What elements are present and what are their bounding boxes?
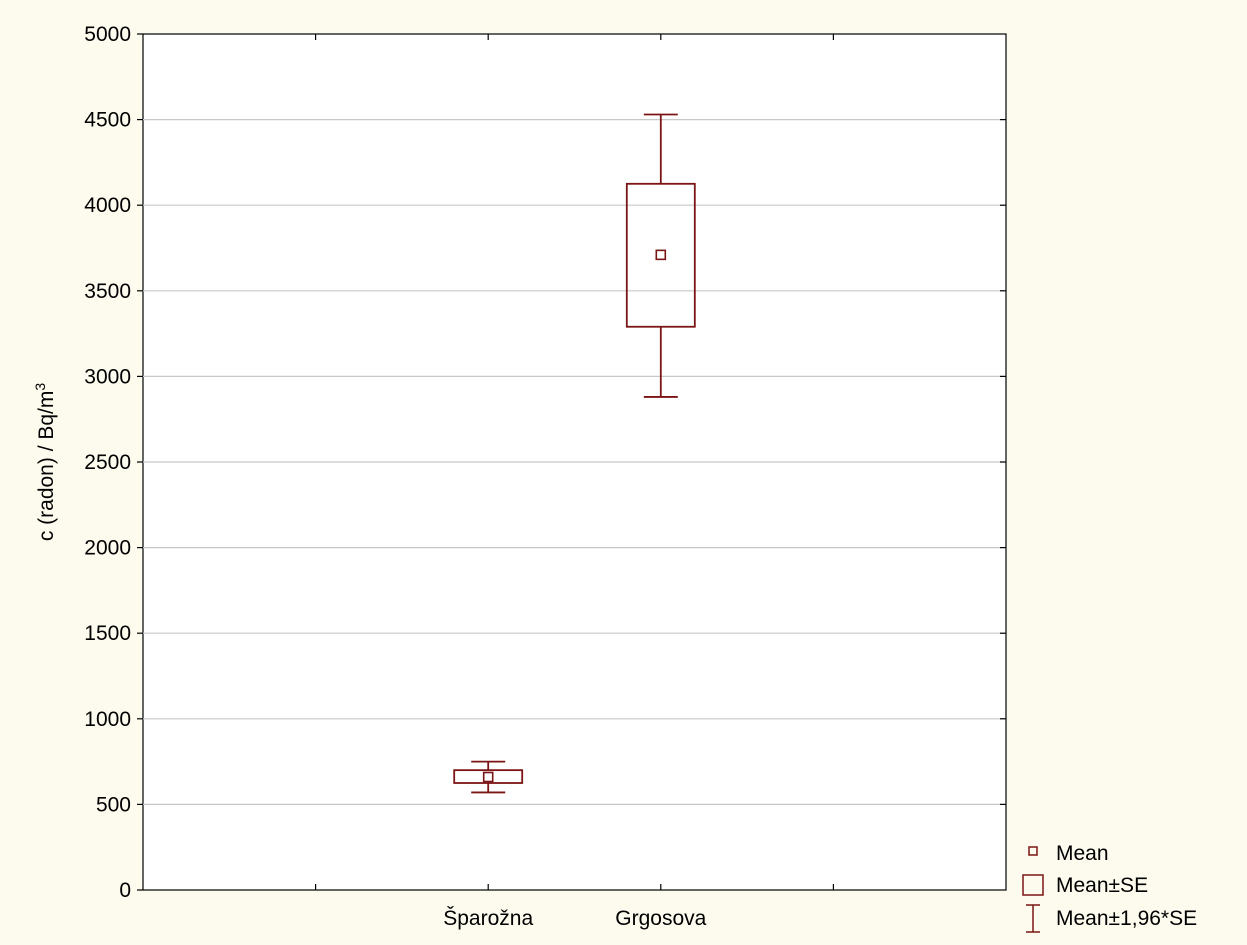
legend: Mean Mean±SE Mean±1,96*SE xyxy=(1022,842,1197,933)
y-axis-ticks: 0 500 1000 1500 2000 2500 3000 3500 4000 4500 5000 xyxy=(84,23,143,902)
legend-ci-label: Mean±1,96*SE xyxy=(1056,907,1197,930)
legend-ci-icon xyxy=(1026,904,1040,933)
y-tick-label: 1500 xyxy=(84,622,131,645)
mean-marker xyxy=(655,249,667,261)
mean-marker xyxy=(482,771,494,783)
y-tick-label: 4000 xyxy=(84,194,131,217)
y-tick-label: 2500 xyxy=(84,451,131,474)
y-axis-label-superscript: 3 xyxy=(32,383,48,391)
y-tick-label: 3000 xyxy=(84,365,131,388)
y-tick-label: 2000 xyxy=(84,537,131,560)
x-axis-ticks: Šparožna Grgosova xyxy=(315,34,1006,930)
y-tick-label: 0 xyxy=(119,879,131,902)
y-axis-label: c (radon) / Bq/m3 xyxy=(32,383,58,542)
x-tick-label: Šparožna xyxy=(443,907,533,930)
legend-mean-icon xyxy=(1028,846,1038,856)
se-box xyxy=(625,182,696,328)
legend-mean-label: Mean xyxy=(1056,842,1109,865)
se-box xyxy=(453,769,524,784)
legend-se-label: Mean±SE xyxy=(1056,874,1148,897)
grid-lines xyxy=(143,118,1006,806)
legend-se-icon xyxy=(1022,874,1044,896)
y-tick-label: 5000 xyxy=(84,23,131,46)
y-tick-label: 1000 xyxy=(84,708,131,731)
x-tick-label: Grgosova xyxy=(615,907,706,930)
series-marks xyxy=(453,113,696,794)
y-tick-label: 500 xyxy=(96,793,131,816)
y-tick-label: 3500 xyxy=(84,280,131,303)
y-tick-label: 4500 xyxy=(84,109,131,132)
y-axis-label-text: c (radon) / Bq/m xyxy=(35,391,58,542)
